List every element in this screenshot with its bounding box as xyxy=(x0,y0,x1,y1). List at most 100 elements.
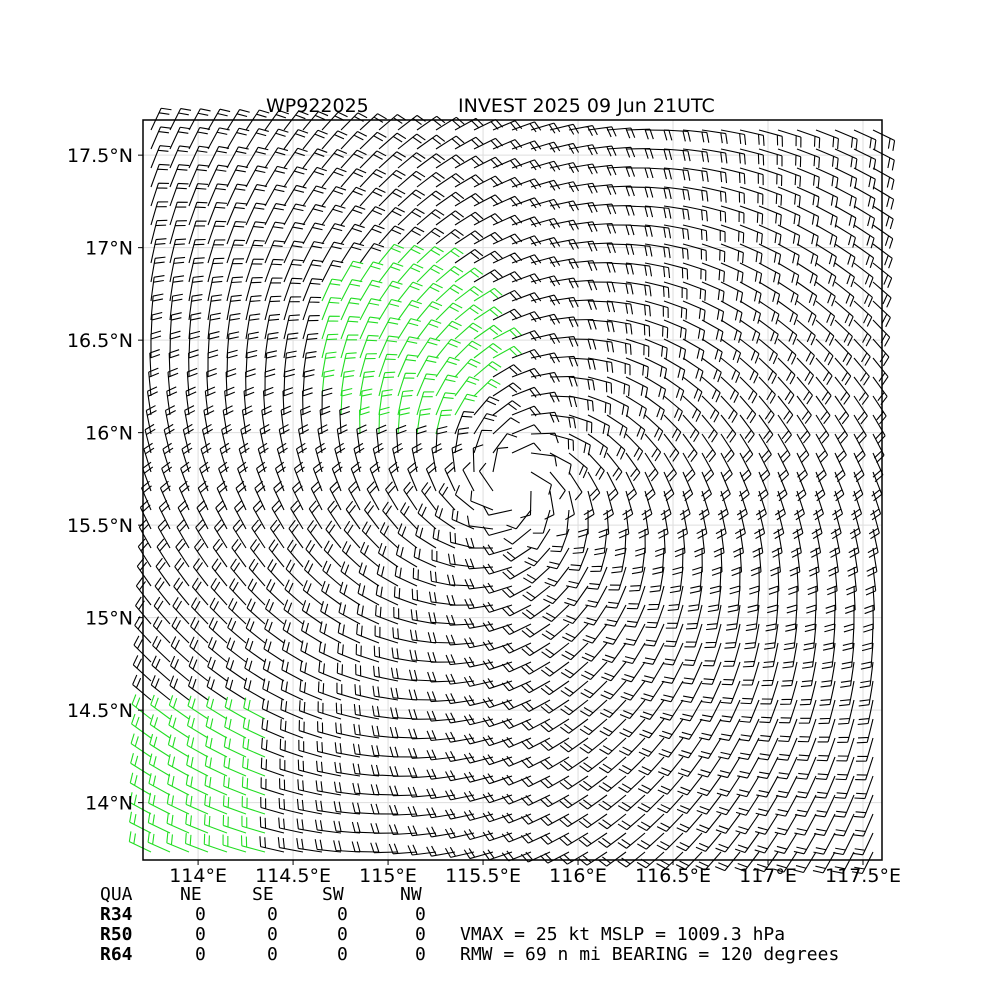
wind-barb xyxy=(511,216,542,228)
wind-barb xyxy=(226,239,246,264)
wind-barb xyxy=(298,424,309,454)
wind-barb xyxy=(283,296,302,321)
wind-barb xyxy=(334,742,361,758)
wind-barb xyxy=(435,338,461,359)
wind-barb xyxy=(283,222,306,245)
wind-barb xyxy=(587,452,605,480)
wind-barb xyxy=(240,835,266,853)
wind-barb xyxy=(644,433,662,462)
wind-barb xyxy=(339,406,351,435)
wind-barb xyxy=(734,832,760,854)
wind-barb xyxy=(293,461,305,492)
wind-barb xyxy=(397,390,414,416)
wind-barb xyxy=(302,580,323,606)
wind-barb xyxy=(663,452,677,482)
wind-barb xyxy=(578,832,608,847)
wind-barb xyxy=(729,566,741,595)
wind-barb xyxy=(321,369,335,397)
wind-barb xyxy=(540,718,570,733)
wind-barb xyxy=(206,676,228,701)
wind-barb xyxy=(148,773,171,796)
wind-barb xyxy=(482,811,513,823)
wind-barb xyxy=(397,189,426,207)
wind-barb xyxy=(426,807,456,819)
wind-barb xyxy=(701,281,725,302)
wind-barb xyxy=(866,547,878,577)
wind-barb xyxy=(501,755,532,767)
wind-barb xyxy=(667,585,684,611)
wind-barb xyxy=(523,566,551,584)
wind-barb xyxy=(188,349,199,378)
wind-barb xyxy=(378,353,398,378)
wind-barb xyxy=(372,685,399,701)
wind-barb xyxy=(429,570,456,587)
wind-barb xyxy=(295,442,307,473)
wind-barb xyxy=(540,699,570,714)
wind-barb xyxy=(168,695,190,720)
wind-barb xyxy=(446,595,475,606)
wind-barb xyxy=(834,319,853,347)
wind-barb xyxy=(568,201,598,213)
wind-barb xyxy=(602,490,614,521)
wind-barb xyxy=(216,480,228,511)
wind-barb xyxy=(226,637,247,663)
wind-barb xyxy=(454,136,484,150)
wind-barb xyxy=(299,660,323,682)
wind-barb xyxy=(774,832,798,854)
wind-barb xyxy=(150,311,163,340)
wind-barb xyxy=(224,716,247,739)
wind-barb xyxy=(715,832,741,853)
wind-barb xyxy=(816,737,836,762)
table-cell: 0 xyxy=(267,904,278,925)
wind-barb xyxy=(739,338,760,364)
wind-barb xyxy=(739,433,754,463)
wind-barb xyxy=(241,815,266,834)
wind-barb xyxy=(445,673,475,685)
wind-barb xyxy=(194,538,209,568)
wind-field xyxy=(128,107,896,875)
wind-barb xyxy=(178,480,190,511)
wind-barb xyxy=(606,452,623,481)
wind-barb xyxy=(445,654,475,666)
wind-barb xyxy=(758,186,783,206)
wind-barb xyxy=(568,221,598,233)
x-tick-label: 117.5°E xyxy=(825,865,901,887)
wind-barb xyxy=(521,604,551,620)
wind-barb xyxy=(511,121,542,133)
wind-barb xyxy=(281,639,304,663)
wind-barb xyxy=(308,500,323,530)
wind-barb xyxy=(397,133,426,150)
wind-barb xyxy=(131,694,152,720)
wind-barb xyxy=(853,224,875,249)
wind-barb xyxy=(482,563,513,575)
wind-barb xyxy=(714,851,741,872)
wind-barb xyxy=(356,623,380,644)
wind-barb xyxy=(169,675,190,701)
wind-barb xyxy=(568,240,598,252)
wind-barb xyxy=(278,778,304,796)
wind-barb xyxy=(698,737,722,759)
wind-barb xyxy=(321,351,337,378)
wind-barb xyxy=(546,547,570,570)
wind-barb xyxy=(296,818,323,834)
wind-barb xyxy=(492,364,522,378)
wind-barb xyxy=(703,642,722,667)
wind-barb xyxy=(566,566,589,589)
wind-barb xyxy=(842,623,855,651)
wind-barb xyxy=(225,657,247,682)
wind-barb xyxy=(148,792,171,815)
wind-barb xyxy=(815,281,836,307)
wind-barb xyxy=(454,484,475,511)
wind-barb xyxy=(511,292,542,304)
wind-barb xyxy=(435,210,465,226)
wind-barb xyxy=(777,129,802,148)
wind-barb xyxy=(872,205,894,230)
wind-barb xyxy=(644,167,672,180)
wind-barb xyxy=(649,566,665,593)
wind-barb xyxy=(340,370,355,397)
wind-barb xyxy=(299,680,323,701)
wind-barb xyxy=(226,331,240,359)
wind-barb xyxy=(168,714,190,739)
wind-barb xyxy=(444,461,456,492)
wind-barb xyxy=(739,243,763,265)
